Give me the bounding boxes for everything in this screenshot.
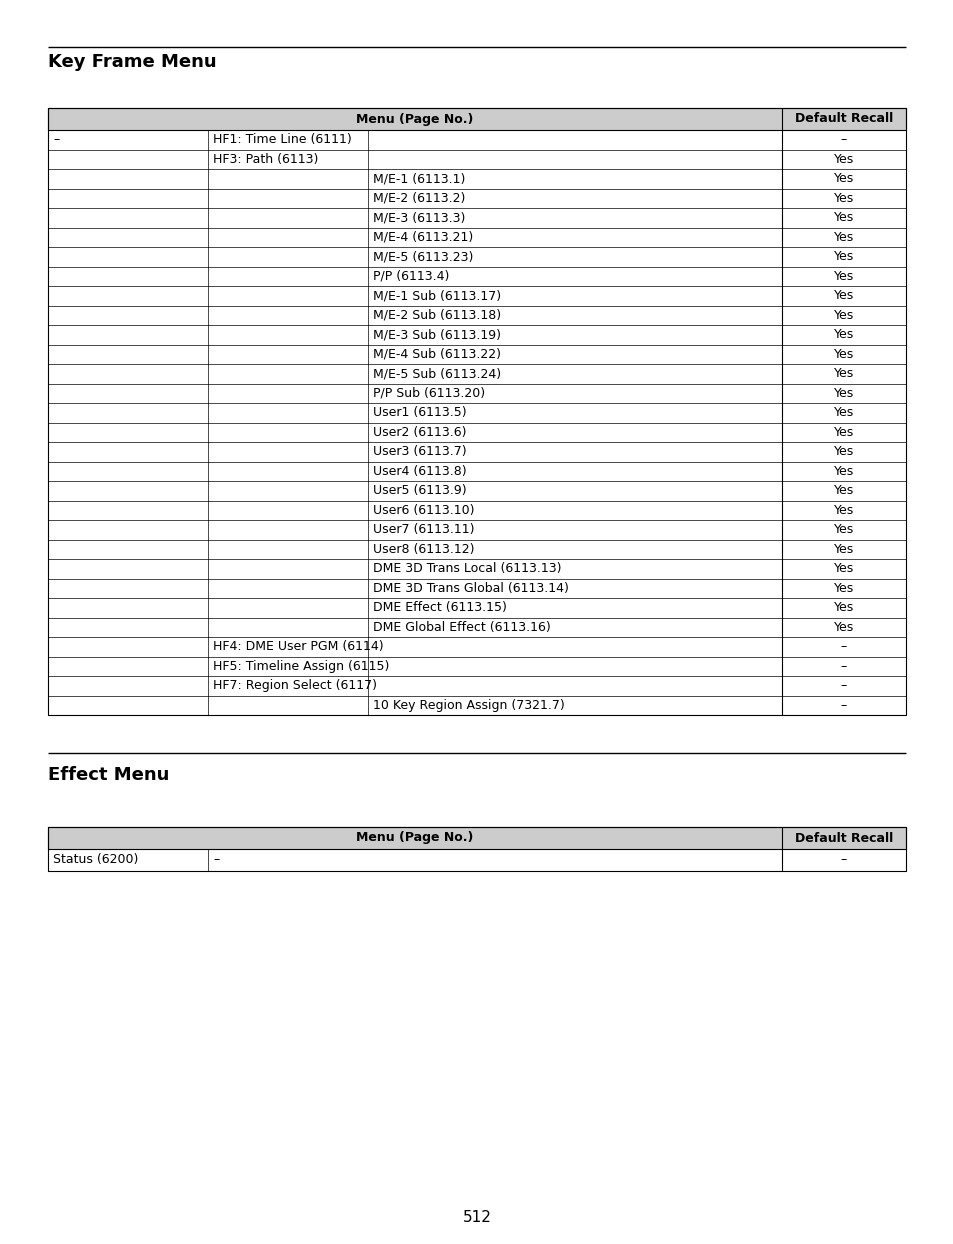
Text: DME Global Effect (6113.16): DME Global Effect (6113.16) (373, 621, 550, 633)
Text: Yes: Yes (833, 425, 853, 439)
Text: Yes: Yes (833, 348, 853, 361)
Text: HF4: DME User PGM (6114): HF4: DME User PGM (6114) (213, 641, 383, 653)
Text: Yes: Yes (833, 387, 853, 399)
Text: User6 (6113.10): User6 (6113.10) (373, 504, 474, 516)
Text: M/E-1 (6113.1): M/E-1 (6113.1) (373, 172, 465, 185)
Bar (48, 827, 905, 871)
Text: P/P (6113.4): P/P (6113.4) (373, 270, 449, 282)
Text: Yes: Yes (833, 465, 853, 478)
Text: Yes: Yes (833, 230, 853, 244)
Text: Effect Menu: Effect Menu (48, 766, 170, 784)
Text: –: – (840, 853, 846, 867)
Text: –: – (840, 699, 846, 712)
Text: –: – (840, 659, 846, 673)
Text: Yes: Yes (833, 601, 853, 615)
Text: 512: 512 (462, 1210, 491, 1225)
Text: Yes: Yes (833, 504, 853, 516)
Text: –: – (213, 853, 219, 867)
Text: Yes: Yes (833, 270, 853, 282)
Text: Yes: Yes (833, 290, 853, 302)
Text: Yes: Yes (833, 524, 853, 536)
Text: M/E-5 Sub (6113.24): M/E-5 Sub (6113.24) (373, 367, 500, 381)
Text: Yes: Yes (833, 582, 853, 595)
Text: Yes: Yes (833, 192, 853, 205)
Text: User5 (6113.9): User5 (6113.9) (373, 484, 466, 498)
Text: Yes: Yes (833, 250, 853, 264)
Text: DME 3D Trans Local (6113.13): DME 3D Trans Local (6113.13) (373, 562, 561, 575)
Text: Yes: Yes (833, 309, 853, 322)
Text: Yes: Yes (833, 328, 853, 341)
Text: –: – (840, 641, 846, 653)
Text: M/E-3 Sub (6113.19): M/E-3 Sub (6113.19) (373, 328, 500, 341)
Text: M/E-3 (6113.3): M/E-3 (6113.3) (373, 211, 465, 224)
Text: Default Recall: Default Recall (794, 831, 892, 845)
Text: Default Recall: Default Recall (794, 112, 892, 126)
Text: Yes: Yes (833, 445, 853, 458)
Text: User8 (6113.12): User8 (6113.12) (373, 542, 474, 556)
Text: M/E-4 (6113.21): M/E-4 (6113.21) (373, 230, 473, 244)
Text: DME 3D Trans Global (6113.14): DME 3D Trans Global (6113.14) (373, 582, 568, 595)
Text: User4 (6113.8): User4 (6113.8) (373, 465, 466, 478)
Text: Yes: Yes (833, 542, 853, 556)
Text: M/E-2 Sub (6113.18): M/E-2 Sub (6113.18) (373, 309, 500, 322)
Text: Yes: Yes (833, 484, 853, 498)
Text: 10 Key Region Assign (7321.7): 10 Key Region Assign (7321.7) (373, 699, 564, 712)
Text: HF3: Path (6113): HF3: Path (6113) (213, 153, 318, 165)
Text: –: – (840, 679, 846, 692)
Text: –: – (53, 133, 59, 147)
Bar (48, 827, 905, 848)
Text: User1 (6113.5): User1 (6113.5) (373, 407, 466, 419)
Text: –: – (840, 133, 846, 147)
Text: Key Frame Menu: Key Frame Menu (48, 53, 216, 71)
Text: Status (6200): Status (6200) (53, 853, 138, 867)
Text: DME Effect (6113.15): DME Effect (6113.15) (373, 601, 506, 615)
Text: M/E-5 (6113.23): M/E-5 (6113.23) (373, 250, 473, 264)
Text: HF5: Timeline Assign (6115): HF5: Timeline Assign (6115) (213, 659, 389, 673)
Text: HF1: Time Line (6111): HF1: Time Line (6111) (213, 133, 352, 147)
Text: Yes: Yes (833, 211, 853, 224)
Text: Menu (Page No.): Menu (Page No.) (355, 831, 474, 845)
Text: Yes: Yes (833, 562, 853, 575)
Text: User2 (6113.6): User2 (6113.6) (373, 425, 466, 439)
Text: M/E-2 (6113.2): M/E-2 (6113.2) (373, 192, 465, 205)
Text: User3 (6113.7): User3 (6113.7) (373, 445, 466, 458)
Bar (48, 108, 905, 715)
Text: Menu (Page No.): Menu (Page No.) (355, 112, 474, 126)
Text: Yes: Yes (833, 172, 853, 185)
Text: Yes: Yes (833, 407, 853, 419)
Text: Yes: Yes (833, 621, 853, 633)
Text: P/P Sub (6113.20): P/P Sub (6113.20) (373, 387, 485, 399)
Text: HF7: Region Select (6117): HF7: Region Select (6117) (213, 679, 376, 692)
Text: M/E-1 Sub (6113.17): M/E-1 Sub (6113.17) (373, 290, 500, 302)
Text: User7 (6113.11): User7 (6113.11) (373, 524, 474, 536)
Text: M/E-4 Sub (6113.22): M/E-4 Sub (6113.22) (373, 348, 500, 361)
Text: Yes: Yes (833, 367, 853, 381)
Bar (48, 108, 905, 131)
Text: Yes: Yes (833, 153, 853, 165)
